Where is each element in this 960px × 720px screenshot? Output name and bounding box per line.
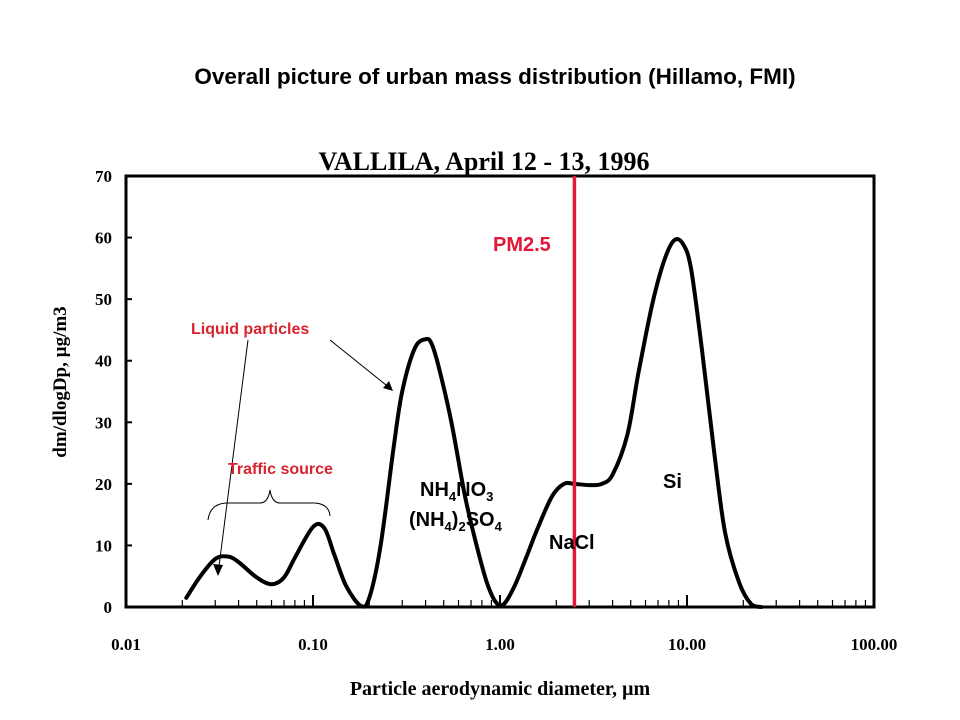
pm25-label: PM2.5 <box>493 234 551 256</box>
arrow-to-second-mode <box>329 339 392 390</box>
arrow-to-first-mode <box>217 339 249 575</box>
nacl-label: NaCl <box>549 532 595 554</box>
arrowhead-second-mode <box>383 381 393 391</box>
x-tick-label: 0.10 <box>298 635 328 654</box>
y-tick-label: 70 <box>95 167 112 186</box>
ammonium-sulfate-label: (NH4)2SO4 <box>409 509 503 534</box>
x-axis-label: Particle aerodynamic diameter, µm <box>350 678 651 700</box>
chart-title: VALLILA, April 12 - 13, 1996 <box>318 147 649 176</box>
y-axis: 0 10 20 30 40 50 60 70 <box>95 167 132 617</box>
y-tick-label: 30 <box>95 413 112 432</box>
x-tick-label: 0.01 <box>111 635 141 654</box>
si-label: Si <box>663 471 682 493</box>
y-tick-label: 60 <box>95 229 112 248</box>
traffic-source-label: Traffic source <box>228 461 333 478</box>
y-tick-label: 0 <box>104 598 113 617</box>
x-tick-label: 100.00 <box>851 635 898 654</box>
x-tick-label: 1.00 <box>485 635 515 654</box>
y-tick-label: 10 <box>95 536 112 555</box>
y-axis-label: dm/dlogDp, µg/m3 <box>50 306 71 457</box>
slide-title: Overall picture of urban mass distributi… <box>194 64 796 89</box>
y-tick-label: 50 <box>95 290 112 309</box>
x-tick-label: 10.00 <box>668 635 706 654</box>
mass-distribution-curve <box>184 237 764 609</box>
liquid-particles-label: Liquid particles <box>191 321 309 338</box>
y-tick-label: 40 <box>95 352 112 371</box>
traffic-brace <box>207 489 331 521</box>
arrowhead-first-mode <box>213 564 223 576</box>
y-tick-label: 20 <box>95 475 112 494</box>
x-axis: 0.01 0.10 1.00 10.00 100.00 <box>111 595 897 654</box>
nh4no3-label: NH4NO3 <box>420 479 493 504</box>
